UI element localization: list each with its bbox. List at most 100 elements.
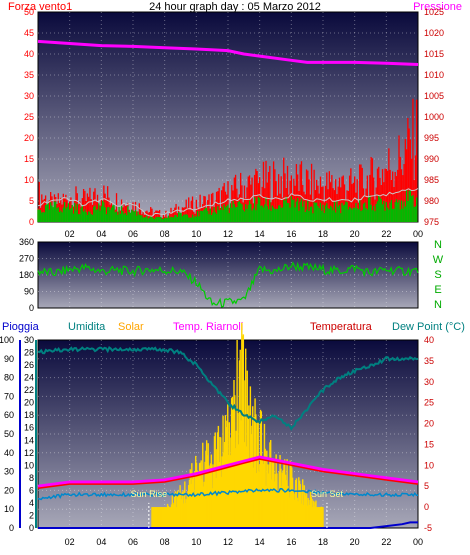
rain-tick-label: 40 bbox=[4, 448, 14, 458]
wind-series bbox=[37, 39, 419, 222]
temperature-label: Temperatura bbox=[310, 321, 373, 333]
right-tick-label: 1025 bbox=[424, 7, 444, 17]
x-tick-label: 08 bbox=[160, 229, 170, 239]
left-tick-label: 45 bbox=[24, 28, 34, 38]
sun-annotation-label: Sun Rise bbox=[131, 489, 168, 499]
humidity-tick-label: 26 bbox=[24, 360, 34, 370]
x-tick-label: 04 bbox=[96, 229, 106, 239]
left-axis-ticks: 0 90 180 270 360 bbox=[19, 237, 34, 313]
x-tick-label: 12 bbox=[223, 537, 233, 547]
wind-label: Forza vento1 bbox=[8, 1, 72, 13]
direction-tick-label: 90 bbox=[24, 287, 34, 297]
x-tick-label: 00 bbox=[413, 229, 423, 239]
right-axis-ticks: 975 980 985 990 995 1000 1005 1010 1015 1020 1025 bbox=[424, 7, 444, 227]
right-tick-label: 1005 bbox=[424, 91, 444, 101]
dewpoint-label: Dew Point (°C) bbox=[392, 321, 465, 333]
x-tick-label: 08 bbox=[160, 537, 170, 547]
rain-tick-label: 80 bbox=[4, 373, 14, 383]
humidity-tick-label: 10 bbox=[24, 460, 34, 470]
rain-tick-label: 60 bbox=[4, 410, 14, 420]
right-tick-label: 975 bbox=[424, 217, 439, 227]
rain-tick-label: 50 bbox=[4, 429, 14, 439]
right-tick-label: 1015 bbox=[424, 49, 444, 59]
temperature-tick-label: 10 bbox=[424, 460, 434, 470]
compass-label: E bbox=[434, 284, 441, 296]
temperature-tick-label: 20 bbox=[424, 419, 434, 429]
pressure-label: Pressione bbox=[413, 1, 462, 13]
rain-label: Pioggia bbox=[2, 321, 40, 333]
x-tick-label: 20 bbox=[350, 537, 360, 547]
x-tick-label: 06 bbox=[128, 229, 138, 239]
x-tick-label: 14 bbox=[255, 229, 265, 239]
left-tick-label: 35 bbox=[24, 70, 34, 80]
humidity-tick-label: 20 bbox=[24, 398, 34, 408]
x-tick-label: 22 bbox=[381, 537, 391, 547]
humidity-tick-label: 0 bbox=[29, 523, 34, 533]
sun-annotations: Sun Rise Sun Set bbox=[131, 489, 344, 528]
temperature-tick-label: -5 bbox=[424, 523, 432, 533]
left-tick-label: 10 bbox=[24, 175, 34, 185]
wind-average-line bbox=[37, 188, 419, 217]
direction-tick-label: 270 bbox=[19, 254, 34, 264]
rain-tick-label: 100 bbox=[0, 335, 14, 345]
temperature-tick-label: 40 bbox=[424, 335, 434, 345]
humidity-tick-label: 30 bbox=[24, 335, 34, 345]
x-axis-ticks: 02 04 06 08 10 12 14 16 18 20 22 00 bbox=[65, 229, 423, 239]
left-axis-ticks: 0 5 10 15 20 25 30 35 40 45 50 bbox=[24, 7, 34, 227]
left-tick-label: 5 bbox=[29, 196, 34, 206]
left-tick-label: 0 bbox=[29, 217, 34, 227]
x-tick-label: 10 bbox=[191, 229, 201, 239]
rain-tick-label: 0 bbox=[9, 523, 14, 533]
pressure-line bbox=[37, 39, 419, 66]
right-tick-label: 990 bbox=[424, 154, 439, 164]
rain-tick-label: 90 bbox=[4, 354, 14, 364]
right-tick-label: 1000 bbox=[424, 112, 444, 122]
direction-tick-label: 360 bbox=[19, 237, 34, 247]
humidity-line bbox=[37, 345, 419, 431]
sun-annotation-label: Sun Set bbox=[311, 489, 344, 499]
temperature-tick-label: 25 bbox=[424, 398, 434, 408]
rain-line bbox=[38, 521, 418, 529]
x-tick-label: 16 bbox=[286, 229, 296, 239]
x-axis-ticks: 02 04 06 08 10 12 14 16 18 20 22 00 bbox=[65, 537, 423, 547]
direction-line bbox=[37, 261, 419, 308]
temperature-axis-ticks: -5 0 5 10 15 20 25 30 35 40 bbox=[424, 335, 434, 533]
x-tick-label: 20 bbox=[350, 229, 360, 239]
right-tick-label: 1020 bbox=[424, 28, 444, 38]
temperature-tick-label: 30 bbox=[424, 377, 434, 387]
humidity-tick-label: 14 bbox=[24, 435, 34, 445]
rain-tick-label: 70 bbox=[4, 391, 14, 401]
humidity-tick-label: 24 bbox=[24, 373, 34, 383]
humidity-tick-label: 22 bbox=[24, 385, 34, 395]
direction-tick-label: 0 bbox=[29, 303, 34, 313]
right-tick-label: 980 bbox=[424, 196, 439, 206]
temperature-tick-label: 15 bbox=[424, 439, 434, 449]
temperature-tick-label: 0 bbox=[424, 502, 429, 512]
left-tick-label: 15 bbox=[24, 154, 34, 164]
x-tick-label: 02 bbox=[65, 229, 75, 239]
grid bbox=[38, 242, 418, 308]
rain-tick-label: 10 bbox=[4, 504, 14, 514]
humidity-tick-label: 28 bbox=[24, 348, 34, 358]
right-tick-label: 995 bbox=[424, 133, 439, 143]
compass-label: N bbox=[434, 239, 442, 251]
humidity-tick-label: 18 bbox=[24, 410, 34, 420]
right-tick-label: 985 bbox=[424, 175, 439, 185]
x-tick-label: 16 bbox=[286, 537, 296, 547]
humidity-label: Umidita bbox=[68, 321, 106, 333]
x-tick-label: 14 bbox=[255, 537, 265, 547]
temperature-tick-label: 5 bbox=[424, 481, 429, 491]
left-tick-label: 25 bbox=[24, 112, 34, 122]
x-tick-label: 22 bbox=[381, 229, 391, 239]
x-tick-label: 04 bbox=[96, 537, 106, 547]
compass-label: N bbox=[434, 299, 442, 311]
left-tick-label: 40 bbox=[24, 49, 34, 59]
temperature-tick-label: 35 bbox=[424, 356, 434, 366]
humidity-tick-label: 2 bbox=[29, 510, 34, 520]
left-tick-label: 50 bbox=[24, 7, 34, 17]
right-tick-label: 1010 bbox=[424, 70, 444, 80]
